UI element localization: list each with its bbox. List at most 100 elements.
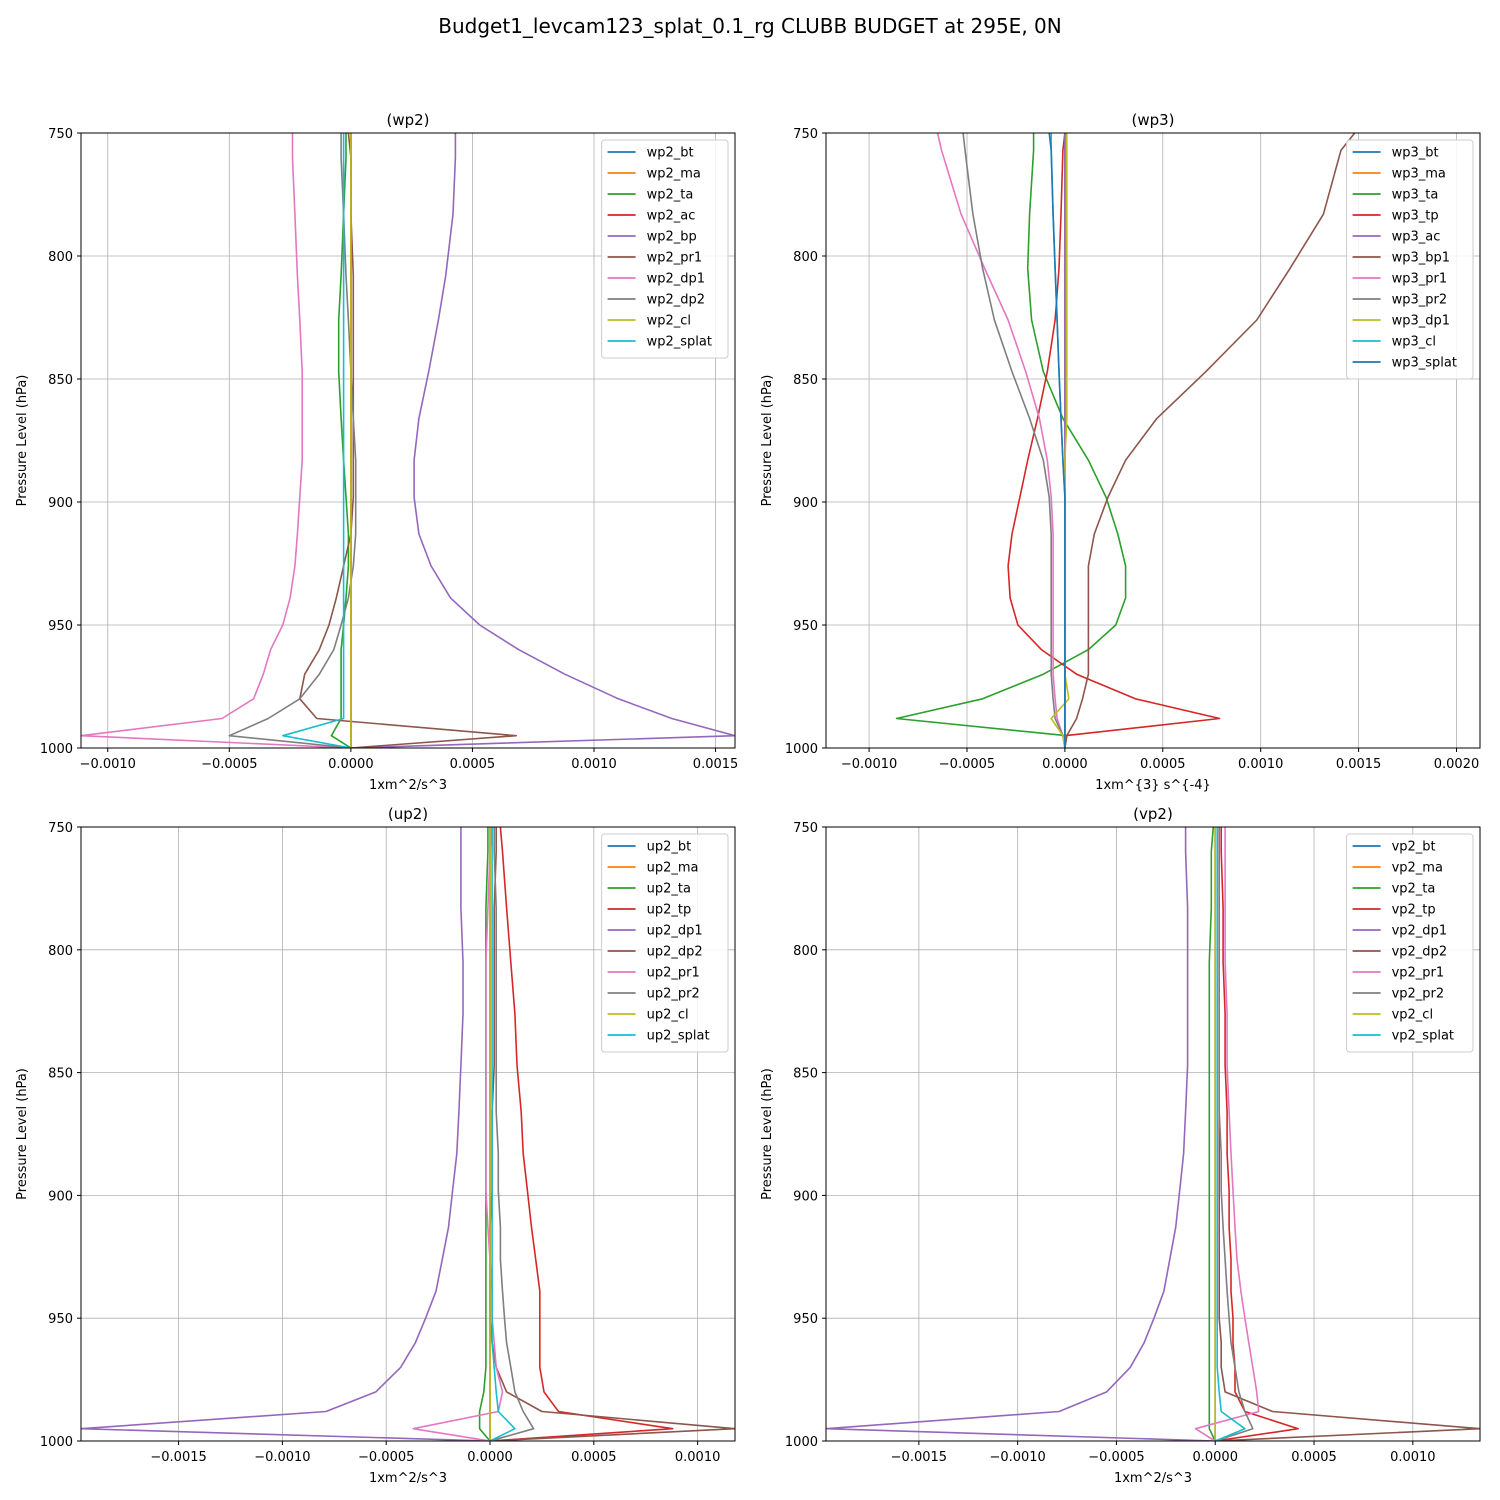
y-tick-label: 750 [48,127,73,142]
legend-label: up2_ta [647,882,691,897]
legend-label: wp2_pr1 [647,251,703,266]
legend-label: vp2_ma [1392,861,1443,876]
y-tick-label: 950 [48,619,73,634]
legend-label: vp2_dp1 [1392,924,1448,939]
y-tick-label: 1000 [785,1435,818,1450]
legend: vp2_bt vp2_ma vp2_ta vp2_tp vp2_dp1 vp2_dp2vp… [1346,833,1474,1053]
series-line-up2_ta [478,827,491,1441]
plot-frame [825,132,1481,749]
legend-label: wp2_bt [647,146,694,161]
legend-label: vp2_dp2 [1392,945,1448,960]
panel-2: −0.0015 −0.0010 −0.0005 0.0000 0.0005 0.0010 7… [15,805,736,1486]
series-line-wp2_dp1 [81,133,351,748]
legend: wp2_bt wp2_ma wp2_ta wp2_ac wp2_bp wp2_pr1 wp2… [601,139,729,359]
y-tick-label: 950 [793,619,818,634]
x-tick-label: −0.0005 [358,1450,414,1465]
x-tick-label: 0.0010 [675,1450,721,1465]
y-tick-label: 900 [793,1189,818,1204]
x-tick-label: −0.0010 [989,1450,1045,1465]
x-tick-label: 0.0000 [328,757,374,772]
legend-label: wp3_ta [1392,188,1439,203]
legend-label: vp2_cl [1392,1008,1433,1023]
series-line-wp3_pr2 [962,133,1066,748]
x-tick-label: 0.0000 [1192,1450,1238,1465]
panel-0: −0.0010 −0.0005 0.0000 0.0005 0.0010 0.0015 75… [15,111,738,793]
x-tick-label: 0.0015 [1336,757,1382,772]
series-lines [81,827,735,1441]
legend-label: wp2_bp [647,230,697,245]
panel-title: (wp2) [386,111,429,129]
x-tick-label: −0.0005 [201,757,257,772]
y-tick-label: 800 [793,944,818,959]
y-tick-label: 750 [793,821,818,836]
x-tick-label: 0.0005 [1140,757,1186,772]
legend-label: wp2_ta [647,188,694,203]
series-lines [81,133,735,748]
y-tick-label: 1000 [40,1435,73,1450]
y-tick-label: 750 [48,821,73,836]
legend-label: wp2_ma [647,167,701,182]
series-line-wp3_splat [1048,133,1066,748]
y-tick-label: 900 [48,496,73,511]
legend-label: wp3_tp [1392,209,1439,224]
series-line-wp2_ta [330,133,352,748]
plot-frame [825,826,1481,1442]
x-tick-label: 0.0010 [1390,1450,1436,1465]
series-line-wp2_bp [350,133,735,748]
legend-label: up2_pr2 [647,987,700,1002]
series-line-wp3_pr1 [936,133,1066,748]
y-tick-label: 950 [48,1312,73,1327]
legend: wp3_bt wp3_ma wp3_ta wp3_tp wp3_ac wp3_bp1 wp3… [1346,139,1474,380]
legend-label: wp2_splat [647,335,712,350]
y-tick-label: 900 [793,496,818,511]
y-axis-label: Pressure Level (hPa) [15,375,30,507]
legend-label: wp3_bp1 [1392,251,1450,266]
x-tick-label: −0.0010 [80,757,136,772]
y-axis-label: Pressure Level (hPa) [760,375,775,507]
legend: up2_bt up2_ma up2_ta up2_tp up2_dp1 up2_dp2up… [601,833,729,1053]
series-line-vp2_dp1 [826,827,1216,1441]
legend-label: wp3_pr1 [1392,272,1448,287]
plot-frame [80,132,736,749]
y-tick-label: 950 [793,1312,818,1327]
y-tick-label: 1000 [40,742,73,757]
series-line-vp2_splat [1214,827,1246,1441]
x-tick-label: −0.0010 [841,757,897,772]
x-tick-label: −0.0015 [891,1450,947,1465]
series-line-wp2_dp2 [228,133,357,748]
series-line-up2_splat [489,827,516,1441]
series-line-wp3_ta [895,133,1127,748]
series-line-vp2_tp [1215,827,1299,1441]
x-tick-label: −0.0005 [939,757,995,772]
series-line-wp2_pr1 [298,133,518,748]
x-tick-label: 0.0005 [450,757,496,772]
y-axis-label: Pressure Level (hPa) [760,1068,775,1200]
series-line-up2_dp1 [81,827,491,1441]
series-line-vp2_pr1 [1194,827,1260,1441]
series-line-up2_pr1 [412,827,504,1441]
y-tick-label: 850 [48,1067,73,1082]
panel-1: −0.0010 −0.0005 0.0000 0.0005 0.0010 0.0015 0.… [760,111,1481,793]
legend-label: wp3_ac [1392,230,1441,245]
legend-label: up2_ma [647,861,699,876]
legend-label: wp3_splat [1392,356,1457,371]
series-line-up2_tp [489,827,674,1441]
legend-label: up2_cl [647,1008,689,1023]
legend-label: up2_dp2 [647,945,703,960]
y-axis-label: Pressure Level (hPa) [15,1068,30,1200]
series-line-wp3_bp1 [1064,133,1356,748]
legend-label: vp2_tp [1392,903,1436,918]
x-tick-label: −0.0015 [150,1450,206,1465]
panel-title: (vp2) [1133,805,1173,823]
series-line-vp2_pr2 [1214,827,1254,1441]
y-tick-label: 850 [48,373,73,388]
legend-label: up2_bt [647,840,692,855]
y-tick-label: 850 [793,1067,818,1082]
x-tick-label: 0.0000 [1042,757,1088,772]
legend-label: wp2_ac [647,209,696,224]
x-tick-label: 0.0005 [1291,1450,1337,1465]
y-tick-label: 900 [48,1189,73,1204]
y-tick-label: 800 [48,944,73,959]
x-tick-label: −0.0005 [1088,1450,1144,1465]
